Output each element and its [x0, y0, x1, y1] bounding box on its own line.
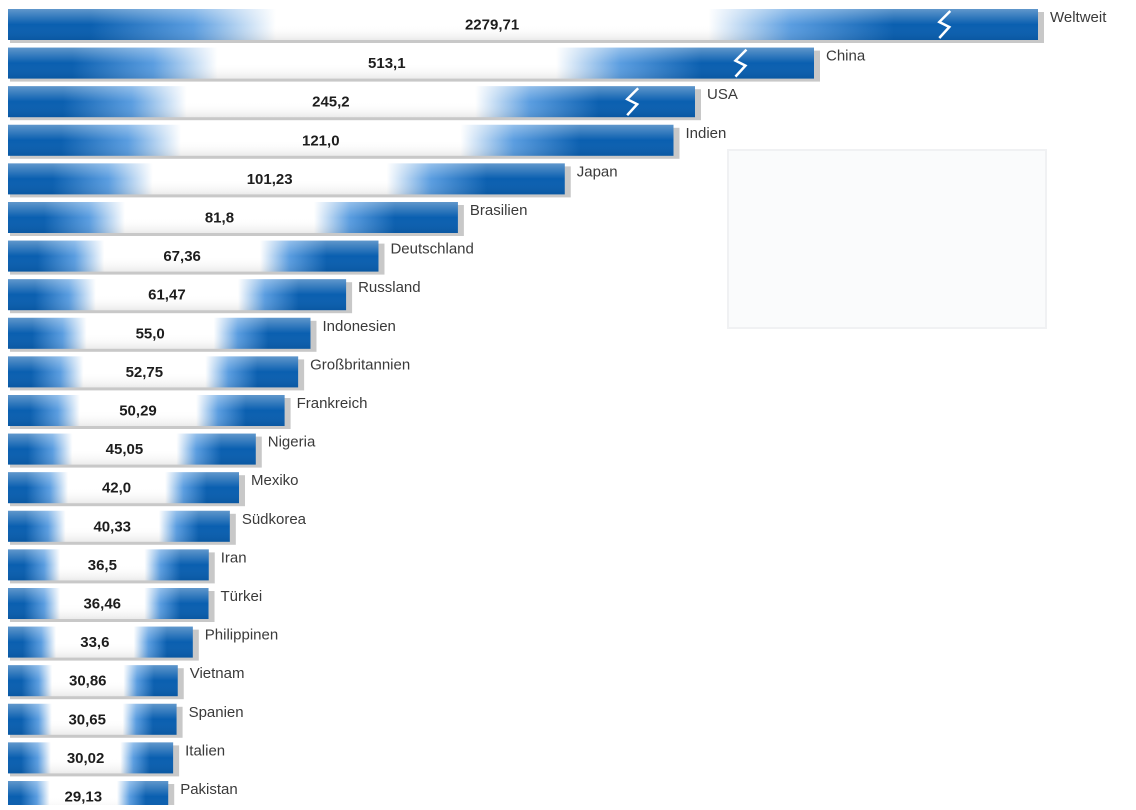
bar-value-label: 40,33 [93, 518, 131, 535]
bar-value-label: 50,29 [119, 403, 157, 420]
bar-group-japan: 101,23 Japan [8, 163, 618, 198]
bar-value-label: 513,1 [368, 55, 406, 72]
bar-group-vietnam: 30,86 Vietnam [8, 665, 245, 700]
bar-sheen [8, 9, 1038, 40]
bar-group-usa: 245,2 USA [8, 86, 738, 121]
bar-sheen [8, 202, 458, 233]
bar-group-großbritannien: 52,75 Großbritannien [8, 356, 410, 391]
axis-break-mark [937, 10, 952, 39]
bar-category-label: Türkei [221, 588, 263, 605]
bar-sheen [8, 510, 230, 542]
bar-group-russland: 61,47 Russland [8, 279, 421, 314]
bar-sheen [8, 317, 311, 349]
bar-group-philippinen: 33,6 Philippinen [8, 626, 278, 661]
bar-sheen [8, 588, 209, 619]
bar-category-label: Philippinen [205, 627, 278, 644]
bar-value-label: 42,0 [102, 480, 131, 497]
bar-sheen [8, 86, 695, 118]
bar-value-label: 33,6 [80, 634, 109, 651]
bar-group-china: 513,1 China [8, 47, 866, 82]
bar-value-label: 29,13 [65, 789, 103, 806]
bar-category-label: Brasilien [470, 202, 528, 219]
bar-group-nigeria: 45,05 Nigeria [8, 433, 316, 468]
bar-group-iran: 36,5 Iran [8, 549, 247, 584]
bar-category-label: Spanien [189, 704, 244, 721]
bar-sheen [8, 395, 285, 426]
bar-value-label: 67,36 [163, 248, 201, 265]
bar-group-weltweit: 2279,71 Weltweit [8, 9, 1107, 43]
bar-value-label: 30,65 [68, 711, 106, 728]
bar-category-label: Indonesien [323, 318, 396, 335]
bar-category-label: Mexiko [251, 472, 299, 489]
bar-category-label: Iran [221, 549, 247, 566]
bar-group-türkei: 36,46 Türkei [8, 588, 262, 622]
bar-category-label: Weltweit [1050, 9, 1107, 26]
bar-category-label: Japan [577, 163, 618, 180]
bar-category-label: Vietnam [190, 665, 245, 682]
bar-sheen [8, 240, 379, 272]
bar-category-label: USA [707, 86, 738, 103]
bar-group-spanien: 30,65 Spanien [8, 703, 244, 738]
bar-sheen [8, 163, 565, 195]
bar-sheen [8, 742, 174, 774]
bar-value-label: 2279,71 [465, 17, 519, 34]
bar-sheen [8, 626, 193, 658]
bar-value-label: 30,86 [69, 673, 107, 690]
bar-group-frankreich: 50,29 Frankreich [8, 395, 367, 429]
bar-value-label: 52,75 [126, 364, 164, 381]
axis-break-mark [733, 48, 748, 78]
bar-sheen [8, 665, 178, 697]
bar-category-label: China [826, 48, 866, 65]
bar-group-brasilien: 81,8 Brasilien [8, 202, 527, 236]
bar-sheen [8, 433, 256, 465]
bar-category-label: Italien [185, 742, 225, 759]
bar-value-label: 81,8 [205, 210, 234, 227]
bar-category-label: Großbritannien [310, 356, 410, 373]
bar-group-deutschland: 67,36 Deutschland [8, 240, 474, 275]
bar-value-label: 121,0 [302, 132, 340, 149]
bar-value-label: 30,02 [67, 750, 105, 767]
bar-category-label: Nigeria [268, 434, 316, 451]
bar-sheen [8, 549, 209, 581]
bar-category-label: Frankreich [297, 395, 368, 412]
bar-value-label: 55,0 [136, 325, 165, 342]
bar-group-südkorea: 40,33 Südkorea [8, 510, 307, 545]
bar-sheen [8, 472, 239, 504]
bar-group-pakistan: 29,13 Pakistan [8, 781, 238, 810]
bar-value-label: 36,5 [88, 557, 117, 574]
bar-group-italien: 30,02 Italien [8, 742, 225, 777]
bar-group-indonesien: 55,0 Indonesien [8, 317, 396, 352]
bar-sheen [8, 356, 299, 388]
bar-sheen [8, 703, 177, 735]
bar-category-label: Indien [686, 125, 727, 142]
bar-sheen [8, 279, 347, 311]
bar-sheen [8, 47, 814, 79]
axis-break-mark [625, 87, 640, 117]
bar-value-label: 61,47 [148, 287, 186, 304]
bar-value-label: 101,23 [247, 171, 293, 188]
bar-value-label: 245,2 [312, 94, 350, 111]
bar-group-indien: 121,0 Indien [8, 124, 727, 159]
bar-category-label: Deutschland [390, 241, 473, 258]
bar-sheen [8, 124, 674, 156]
background-panel [727, 149, 1047, 329]
bar-value-label: 45,05 [106, 441, 144, 458]
bar-value-label: 36,46 [83, 596, 121, 613]
bar-category-label: Südkorea [242, 511, 307, 528]
bar-category-label: Pakistan [180, 781, 238, 798]
bar-group-mexiko: 42,0 Mexiko [8, 472, 299, 507]
bars-layer: 2279,71 Weltweit 513,1 China 245,2 USA 121,0 In… [8, 9, 1107, 810]
bar-category-label: Russland [358, 279, 421, 296]
